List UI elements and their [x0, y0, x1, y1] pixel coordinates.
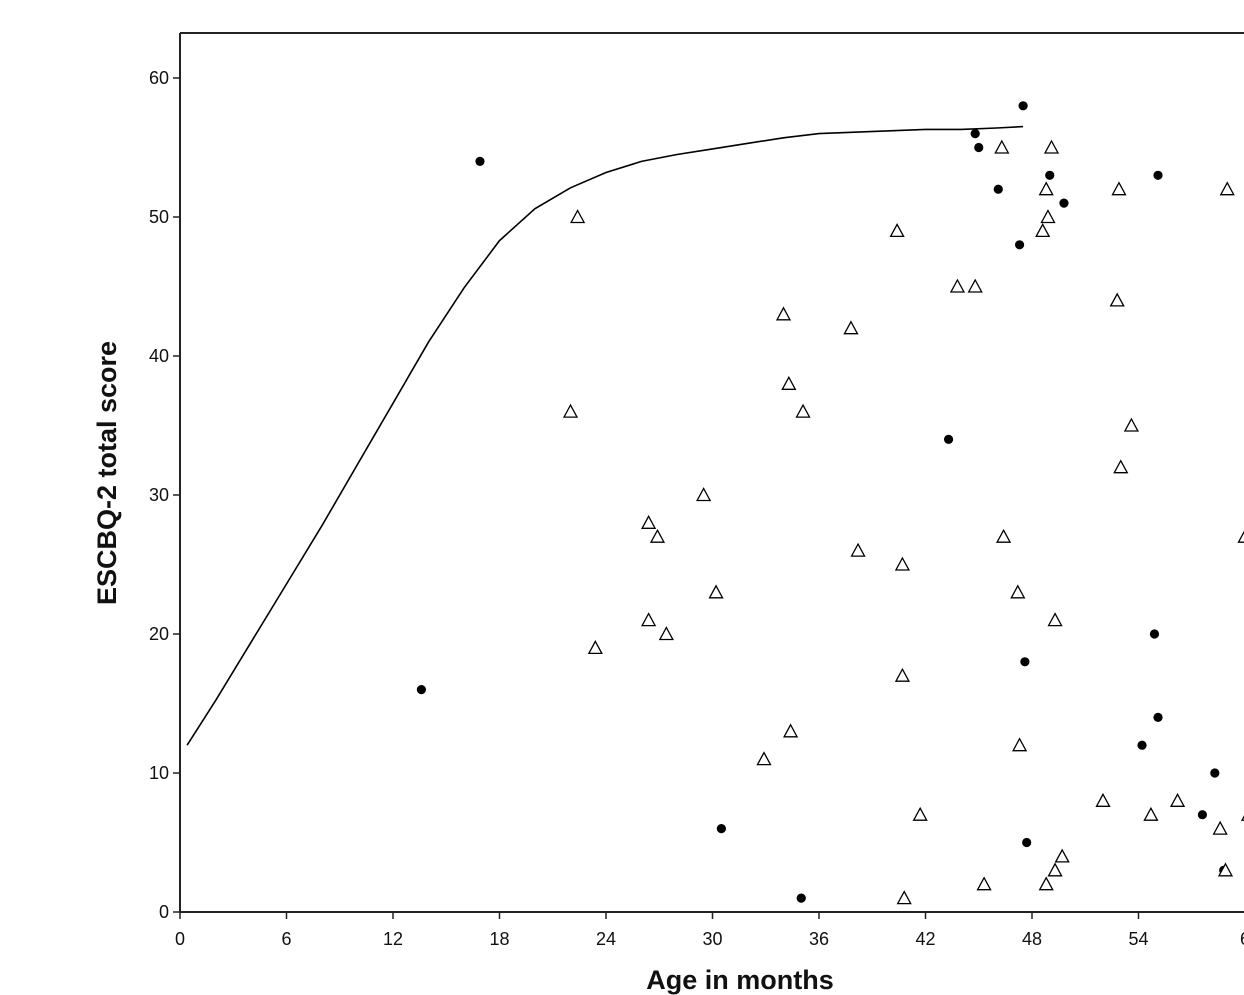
- data-point-filled-circle: [475, 156, 485, 166]
- data-point-open-triangle: [1035, 223, 1051, 238]
- data-point-filled-circle: [1149, 629, 1160, 639]
- data-point-filled-circle: [1210, 768, 1220, 778]
- data-point-open-triangle: [1054, 848, 1070, 863]
- fit-curve: [186, 125, 1024, 746]
- fit-line-layer: [186, 125, 1024, 746]
- data-point-open-triangle: [1095, 792, 1111, 807]
- data-point-open-triangle: [795, 403, 811, 418]
- x-axis-ticks: 0 6 12 18 24 30 36 42 48 54 6: [175, 912, 1244, 949]
- points-layer: [416, 101, 1244, 905]
- data-point-open-triangle: [996, 528, 1012, 543]
- data-point-open-triangle: [949, 278, 966, 293]
- data-point-open-triangle: [696, 487, 712, 502]
- data-point-open-triangle: [994, 139, 1010, 154]
- y-tick-label: 30: [149, 485, 169, 505]
- data-point-open-triangle: [587, 640, 603, 655]
- data-point-open-triangle: [641, 612, 657, 627]
- data-point-open-triangle: [843, 320, 859, 335]
- data-point-open-triangle: [889, 223, 905, 238]
- data-point-open-triangle: [756, 751, 772, 766]
- y-axis-title: ESCBQ-2 total score: [92, 341, 122, 605]
- data-point-filled-circle: [1020, 657, 1030, 667]
- x-tick-label: 48: [1022, 929, 1042, 949]
- data-point-open-triangle: [781, 375, 797, 390]
- data-point-open-triangle: [1038, 181, 1054, 196]
- x-tick-label: 6: [281, 929, 291, 949]
- data-point-filled-circle: [1153, 712, 1163, 723]
- data-point-open-triangle: [850, 542, 866, 557]
- data-point-open-triangle: [1212, 820, 1228, 835]
- data-point-open-triangle: [570, 209, 586, 224]
- x-tick-label: 18: [489, 929, 509, 949]
- data-point-open-triangle: [894, 556, 911, 571]
- x-tick-label: 6: [1240, 929, 1244, 949]
- y-tick-label: 20: [149, 624, 169, 644]
- x-tick-label: 12: [383, 929, 403, 949]
- data-point-filled-circle: [416, 685, 426, 695]
- data-point-filled-circle: [970, 129, 980, 139]
- plot-frame-layer: [179, 32, 1244, 913]
- data-point-open-triangle: [562, 403, 579, 418]
- y-axis-ticks: 0 10 20 30 40 50 60: [149, 68, 180, 922]
- data-point-filled-circle: [974, 142, 984, 153]
- data-point-filled-circle: [943, 434, 954, 444]
- x-tick-label: 36: [809, 929, 829, 949]
- data-point-open-triangle: [1113, 459, 1129, 474]
- y-tick-label: 50: [149, 207, 169, 227]
- data-point-open-triangle: [1219, 181, 1235, 196]
- data-point-filled-circle: [1022, 837, 1032, 848]
- data-point-open-triangle: [641, 514, 657, 529]
- data-point-filled-circle: [716, 824, 726, 834]
- data-point-filled-circle: [1137, 740, 1147, 750]
- data-point-filled-circle: [1045, 170, 1055, 180]
- data-point-open-triangle: [1011, 737, 1028, 752]
- y-tick-label: 0: [159, 902, 169, 922]
- data-point-filled-circle: [1153, 170, 1163, 180]
- data-point-open-triangle: [658, 626, 674, 641]
- data-point-open-triangle: [783, 723, 799, 738]
- data-point-open-triangle: [1038, 876, 1054, 891]
- data-point-open-triangle: [967, 278, 983, 293]
- data-point-open-triangle: [896, 890, 912, 905]
- data-point-open-triangle: [775, 306, 792, 321]
- data-point-open-triangle: [1143, 806, 1159, 821]
- data-point-filled-circle: [993, 184, 1003, 194]
- x-tick-label: 30: [702, 929, 722, 949]
- data-point-open-triangle: [1109, 292, 1125, 307]
- y-tick-label: 40: [149, 346, 169, 366]
- data-point-filled-circle: [1197, 810, 1207, 820]
- data-point-filled-circle: [796, 893, 806, 903]
- data-point-open-triangle: [1010, 584, 1026, 599]
- x-axis-title: Age in months: [646, 965, 834, 995]
- data-point-filled-circle: [1018, 101, 1028, 111]
- data-point-open-triangle: [1169, 792, 1186, 807]
- data-point-open-triangle: [1047, 612, 1063, 627]
- data-point-open-triangle: [708, 584, 724, 599]
- data-point-open-triangle: [1040, 209, 1056, 224]
- data-point-open-triangle: [649, 528, 666, 543]
- y-tick-label: 60: [149, 68, 169, 88]
- x-tick-label: 0: [175, 929, 185, 949]
- x-tick-label: 42: [915, 929, 935, 949]
- data-point-open-triangle: [1111, 181, 1127, 196]
- y-tick-label: 10: [149, 763, 169, 783]
- data-point-open-triangle: [1043, 139, 1060, 154]
- x-tick-label: 54: [1128, 929, 1148, 949]
- data-point-filled-circle: [1014, 240, 1025, 250]
- data-point-open-triangle: [1237, 530, 1244, 543]
- data-point-open-triangle: [912, 806, 928, 821]
- data-point-open-triangle: [894, 667, 911, 682]
- data-point-open-triangle: [1123, 417, 1139, 432]
- data-point-filled-circle: [1059, 198, 1069, 208]
- data-point-open-triangle: [976, 876, 992, 891]
- data-point-open-triangle: [1047, 862, 1063, 877]
- x-tick-label: 24: [596, 929, 616, 949]
- data-point-open-triangle: [1217, 862, 1234, 877]
